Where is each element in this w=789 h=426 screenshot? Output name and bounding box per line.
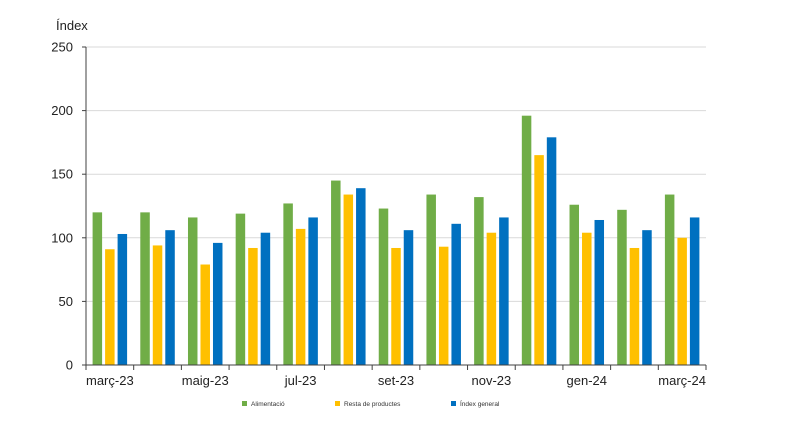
- bar-resta-de-productes-set-23: [391, 247, 401, 365]
- bar-alimentaci--abr-23: [140, 212, 150, 365]
- legend-swatch: [242, 401, 247, 406]
- y-tick-label: 100: [51, 230, 73, 245]
- x-tick-labels: març-23 maig-23 jul-23 set-23 nov-23 gen-24 ma…: [86, 373, 706, 388]
- bar-resta-de-productes-abr-23: [152, 245, 163, 365]
- legend-swatch: [335, 401, 340, 406]
- legend: Alimentació Resta de productes Índex gener…: [242, 399, 500, 408]
- bar-alimentaci--set-23: [378, 208, 389, 365]
- bar--ndex-general-març-24: [689, 217, 700, 365]
- bar--ndex-general-des-23: [546, 137, 557, 365]
- y-tick-label: 150: [51, 167, 73, 182]
- x-tick-label: jul-23: [284, 373, 317, 388]
- x-tick-label: març-23: [86, 373, 134, 388]
- bar-alimentaci--març-24: [664, 194, 675, 365]
- y-tick-label: 250: [51, 40, 73, 55]
- legend-label: Índex general: [460, 399, 500, 408]
- bar-resta-de-productes-oct-23: [438, 246, 449, 365]
- x-tick-label: nov-23: [472, 373, 512, 388]
- bar-alimentaci--ag-23: [331, 180, 341, 365]
- legend-label: Resta de productes: [344, 401, 401, 408]
- bar-resta-de-productes-ag-23: [343, 194, 354, 365]
- bar-alimentaci--maig-23: [187, 217, 198, 365]
- x-tick-label: set-23: [378, 373, 414, 388]
- bar--ndex-general-maig-23: [212, 242, 223, 365]
- x-tick-label: maig-23: [182, 373, 229, 388]
- bar-alimentaci--nov-23: [474, 197, 484, 365]
- bar-resta-de-productes-gen-24: [582, 232, 592, 365]
- bar-alimentaci--jun-23: [235, 213, 246, 365]
- bar-resta-de-productes-des-23: [534, 155, 544, 365]
- bar--ndex-general-març-23: [117, 233, 128, 365]
- bar-alimentaci--març-23: [92, 212, 103, 365]
- bars: [92, 115, 700, 365]
- bar-resta-de-productes-maig-23: [200, 264, 210, 365]
- y-tick-labels: 0 50 100 150 200 250: [51, 40, 73, 373]
- y-tick-label: 50: [59, 294, 73, 309]
- bar--ndex-general-abr-23: [165, 230, 175, 365]
- bar--ndex-general-jul-23: [308, 217, 318, 365]
- bar-resta-de-productes-març-24: [677, 237, 687, 365]
- axes: [82, 46, 707, 370]
- bar-resta-de-productes-feb-24: [629, 247, 640, 365]
- y-tick-label: 200: [51, 103, 73, 118]
- bar-alimentaci--des-23: [521, 115, 532, 365]
- bar-alimentaci--gen-24: [569, 204, 580, 365]
- y-tick-label: 0: [66, 358, 73, 373]
- bar-resta-de-productes-jul-23: [295, 228, 306, 365]
- bar--ndex-general-nov-23: [499, 217, 509, 365]
- bar-resta-de-productes-març-23: [105, 249, 115, 365]
- bar--ndex-general-gen-24: [594, 219, 605, 365]
- legend-swatch: [451, 401, 456, 406]
- bar--ndex-general-ag-23: [356, 188, 366, 365]
- bar-alimentaci--oct-23: [426, 194, 436, 365]
- bar--ndex-general-set-23: [403, 230, 414, 365]
- bar-resta-de-productes-nov-23: [486, 232, 497, 365]
- bar--ndex-general-jun-23: [260, 232, 271, 365]
- legend-label: Alimentació: [251, 401, 285, 408]
- bar--ndex-general-feb-24: [642, 230, 652, 365]
- bar-alimentaci--jul-23: [283, 203, 293, 365]
- x-tick-label: març-24: [658, 373, 706, 388]
- y-axis-label: Índex: [56, 18, 88, 33]
- bar--ndex-general-oct-23: [451, 223, 461, 365]
- bar-alimentaci--feb-24: [617, 209, 627, 365]
- x-tick-label: gen-24: [567, 373, 607, 388]
- bar-resta-de-productes-jun-23: [248, 247, 258, 365]
